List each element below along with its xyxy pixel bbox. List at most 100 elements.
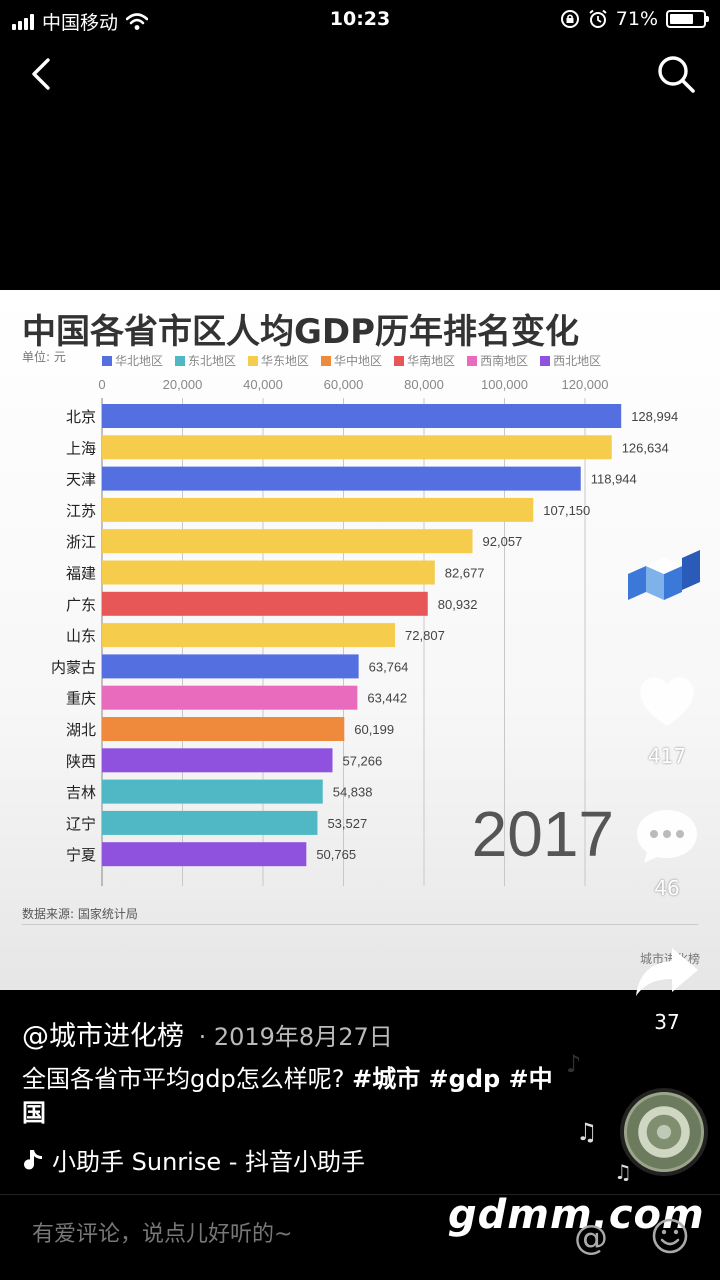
bar [102, 529, 473, 554]
status-left: 中国移动 [12, 8, 149, 35]
divider [0, 1194, 720, 1195]
signal-icon [12, 13, 34, 30]
legend-label: 华北地区 [115, 354, 164, 368]
status-bar: 中国移动 10:23 71% [0, 0, 720, 40]
value-label: 72,807 [405, 628, 445, 643]
bar [102, 591, 428, 616]
category-label: 内蒙古 [51, 658, 96, 676]
alarm-icon [589, 9, 607, 28]
legend-item: 西北地区 [540, 352, 601, 369]
bar [102, 654, 359, 679]
legend-label: 西北地区 [553, 354, 602, 368]
chevron-left-icon[interactable] [22, 52, 62, 96]
bar [102, 810, 318, 835]
bar [102, 466, 581, 491]
battery-icon [666, 10, 709, 28]
music-note-icon: ♫ [614, 1160, 632, 1184]
brand-watermark: gdmm.com [448, 1192, 705, 1238]
bar [102, 560, 435, 585]
legend-swatch [321, 355, 332, 366]
legend-item: 西南地区 [467, 352, 528, 369]
bar [102, 623, 396, 648]
mention-button[interactable]: @ [574, 1218, 608, 1258]
value-label: 54,838 [333, 785, 373, 800]
divider [22, 924, 698, 925]
category-label: 重庆 [66, 690, 96, 708]
legend-label: 华南地区 [407, 354, 456, 368]
legend-item: 华北地区 [102, 352, 163, 369]
chart-title: 中国各省市区人均GDP历年排名变化 [22, 312, 580, 352]
tick-label: 120,000 [562, 377, 609, 392]
channel-logo-icon [628, 550, 700, 600]
music-note-icon: ♫ [576, 1118, 598, 1146]
legend-swatch [467, 355, 478, 366]
wifi-icon [126, 12, 149, 30]
video-player[interactable]: 中国各省市区人均GDP历年排名变化 单位: 元 华北地区 东北地区 华东地区 华中地区… [0, 290, 720, 990]
legend-label: 华中地区 [334, 354, 383, 368]
post-date: · 2019年8月27日 [198, 1023, 393, 1051]
author-line: @城市进化榜 · 2019年8月27日 [22, 1014, 393, 1053]
music-line[interactable]: 小助手 Sunrise - 抖音小助手 [22, 1142, 382, 1177]
legend-label: 西南地区 [480, 354, 529, 368]
bar [102, 717, 345, 741]
category-label: 吉林 [66, 784, 96, 802]
chart-unit: 单位: 元 [22, 350, 66, 364]
tick-label: 100,000 [481, 377, 528, 392]
legend-label: 东北地区 [188, 354, 237, 368]
bar [102, 842, 307, 867]
search-icon[interactable] [654, 52, 698, 96]
category-label: 北京 [66, 408, 96, 426]
comment-input[interactable] [32, 1222, 552, 1247]
hashtags[interactable]: #城市 #gdp #中国 [22, 1065, 553, 1127]
value-label: 92,057 [483, 534, 523, 549]
value-label: 118,944 [591, 472, 637, 487]
year-label: 2017 [472, 798, 614, 870]
bar [102, 497, 534, 522]
category-label: 福建 [66, 565, 96, 583]
category-label: 宁夏 [66, 846, 96, 864]
bar [102, 779, 323, 804]
value-label: 126,634 [622, 440, 669, 455]
legend-swatch [102, 355, 112, 366]
status-right: 71% [560, 8, 709, 30]
value-label: 80,932 [438, 597, 478, 612]
legend-item: 华中地区 [321, 352, 382, 369]
category-label: 天津 [66, 471, 96, 489]
music-note-icon [24, 1149, 42, 1169]
post-caption: 全国各省市平均gdp怎么样呢? #城市 #gdp #中国 [22, 1062, 562, 1130]
legend-item: 华南地区 [394, 352, 455, 369]
category-label: 江苏 [66, 502, 96, 520]
share-icon[interactable] [634, 944, 700, 1000]
legend-swatch [175, 355, 186, 366]
value-label: 53,527 [327, 816, 367, 831]
legend-label: 华东地区 [261, 354, 310, 368]
category-label: 陕西 [66, 752, 96, 770]
category-label: 广东 [66, 596, 96, 614]
heart-icon[interactable] [636, 672, 698, 730]
tick-label: 60,000 [324, 377, 364, 392]
value-label: 63,764 [369, 659, 409, 674]
legend-swatch [248, 355, 259, 366]
tick-label: 80,000 [404, 377, 444, 392]
comment-icon[interactable] [634, 806, 700, 866]
value-label: 50,765 [316, 847, 356, 862]
value-label: 63,442 [367, 691, 407, 706]
clock: 10:23 [329, 8, 391, 30]
legend-swatch [540, 355, 551, 366]
value-label: 82,677 [445, 566, 485, 581]
tick-label: 0 [98, 377, 105, 392]
music-disc[interactable] [620, 1088, 708, 1176]
chart-legend: 华北地区 东北地区 华东地区 华中地区 华南地区 西南地区 西北地区 [102, 352, 601, 369]
category-label: 上海 [66, 439, 96, 457]
music-title: 小助手 Sunrise - 抖音小助手 [52, 1148, 366, 1176]
chart-source: 数据来源: 国家统计局 [22, 907, 138, 921]
author-name[interactable]: @城市进化榜 [22, 1021, 184, 1052]
music-note-icon: ♪ [566, 1050, 582, 1078]
category-label: 湖北 [66, 721, 96, 739]
bar [102, 404, 622, 428]
category-label: 辽宁 [66, 815, 96, 833]
category-label: 山东 [66, 627, 96, 645]
tick-label: 40,000 [243, 377, 283, 392]
category-label: 浙江 [66, 533, 96, 551]
emoji-icon[interactable] [650, 1216, 690, 1256]
